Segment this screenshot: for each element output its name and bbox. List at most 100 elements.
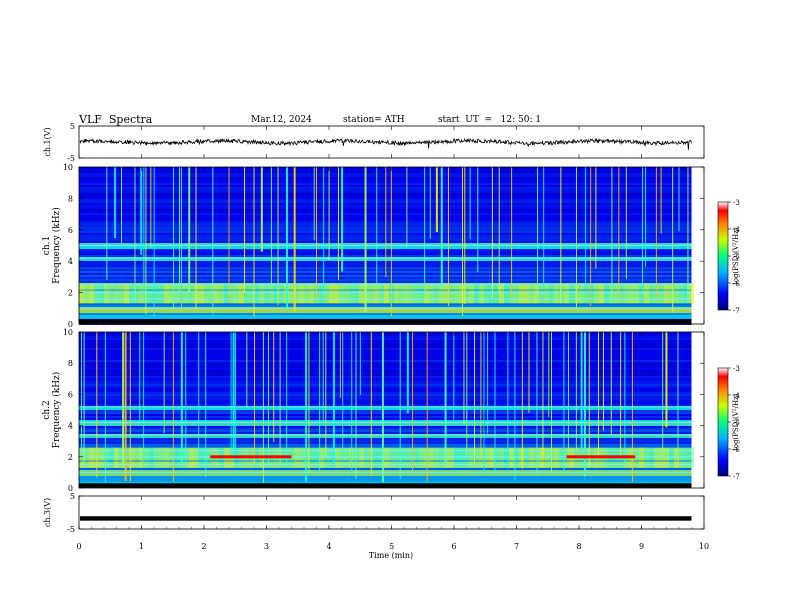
freq-row bbox=[79, 277, 692, 279]
freq-row bbox=[79, 205, 692, 207]
freq-row bbox=[79, 243, 692, 245]
emission-cell bbox=[539, 283, 544, 304]
sferic-line bbox=[537, 167, 539, 298]
freq-row bbox=[79, 408, 692, 410]
freq-row bbox=[79, 476, 692, 478]
emission-cell bbox=[554, 447, 559, 468]
sferic-line bbox=[134, 167, 136, 302]
emission-cell bbox=[149, 283, 154, 304]
x-tick-label: 5 bbox=[389, 542, 394, 551]
freq-row bbox=[79, 410, 692, 412]
emission-cell bbox=[294, 283, 299, 304]
freq-row bbox=[79, 480, 692, 482]
x-tick-label: 1 bbox=[139, 542, 144, 551]
sferic-line bbox=[412, 332, 414, 472]
emission-cell bbox=[449, 447, 454, 468]
emission-cell bbox=[309, 447, 314, 468]
emission-cell bbox=[429, 447, 434, 468]
sferic-line bbox=[563, 332, 565, 471]
emission-cell bbox=[134, 447, 139, 468]
emission-cell bbox=[454, 283, 459, 304]
freq-row bbox=[79, 263, 692, 265]
freq-row bbox=[79, 440, 692, 442]
sferic-line bbox=[139, 332, 141, 421]
ch3-waveform-panel: 5 -5 ch.3(V) bbox=[43, 492, 705, 534]
emission-cell bbox=[114, 447, 119, 468]
emission-cell bbox=[579, 283, 584, 304]
emission-cell bbox=[524, 447, 529, 468]
freq-row bbox=[79, 253, 692, 255]
emission-cell bbox=[114, 283, 119, 304]
freq-row bbox=[79, 386, 692, 388]
emission-cell bbox=[334, 283, 339, 304]
freq-row bbox=[79, 195, 692, 197]
sferic-line bbox=[230, 332, 232, 456]
emission-cell bbox=[104, 447, 109, 468]
freq-row bbox=[79, 420, 692, 422]
emission-cell bbox=[459, 447, 464, 468]
emission-cell bbox=[189, 447, 194, 468]
freq-row bbox=[79, 478, 692, 480]
sferic-line bbox=[583, 332, 586, 477]
ch2-spectrogram-ylabel: ch.2 bbox=[42, 400, 52, 419]
emission-cell bbox=[89, 283, 94, 304]
freq-row bbox=[79, 269, 692, 271]
emission-cell bbox=[474, 283, 479, 304]
sferic-line bbox=[228, 167, 230, 303]
emission-cell bbox=[104, 283, 109, 304]
freq-row bbox=[79, 438, 692, 440]
band-line bbox=[79, 406, 692, 408]
emission-cell bbox=[584, 283, 589, 304]
sferic-line bbox=[399, 332, 401, 479]
emission-cell bbox=[239, 283, 244, 304]
freq-row bbox=[79, 223, 692, 225]
freq-row bbox=[79, 197, 692, 199]
freq-row bbox=[79, 191, 692, 193]
emission-cell bbox=[299, 447, 304, 468]
emission-cell bbox=[649, 447, 654, 468]
ch3-waveform-frame bbox=[78, 495, 705, 530]
emission-cell bbox=[534, 283, 539, 304]
sferic-line bbox=[498, 167, 500, 291]
emission-cell bbox=[654, 447, 659, 468]
sferic-line bbox=[254, 332, 256, 464]
emission-cell bbox=[499, 283, 504, 304]
emission-cell bbox=[99, 283, 104, 304]
sferic-line bbox=[328, 167, 330, 261]
sferic-line bbox=[96, 332, 98, 478]
y-tick-label: 4 bbox=[68, 422, 73, 431]
sferic-line bbox=[494, 332, 496, 473]
emission-cell bbox=[154, 283, 159, 304]
low-freq-strip bbox=[79, 319, 692, 324]
freq-row bbox=[79, 189, 692, 191]
emission-cell bbox=[249, 283, 254, 304]
emission-cell bbox=[414, 283, 419, 304]
sferic-line bbox=[143, 332, 145, 468]
sferic-line bbox=[677, 332, 679, 462]
emission-cell bbox=[434, 447, 439, 468]
freq-row bbox=[79, 185, 692, 187]
sferic-line bbox=[406, 167, 408, 248]
sferic-line bbox=[364, 167, 367, 312]
freq-row bbox=[79, 370, 692, 372]
emission-cell bbox=[144, 283, 149, 304]
emission-cell bbox=[204, 283, 209, 304]
emission-cell bbox=[494, 283, 499, 304]
sferic-line bbox=[575, 332, 577, 451]
emission-cell bbox=[444, 283, 449, 304]
freq-row bbox=[79, 273, 692, 275]
freq-row bbox=[79, 219, 692, 221]
emission-cell bbox=[614, 283, 619, 304]
y-tick-label: 10 bbox=[63, 328, 73, 337]
sferic-line bbox=[483, 332, 485, 474]
band-line bbox=[79, 257, 692, 259]
freq-row bbox=[79, 259, 692, 261]
y-tick-label: -5 bbox=[67, 154, 75, 163]
sferic-line bbox=[339, 332, 341, 399]
sferic-line bbox=[253, 167, 255, 317]
freq-row bbox=[79, 346, 692, 348]
emission-cell bbox=[324, 283, 329, 304]
freq-row bbox=[79, 217, 692, 219]
freq-row bbox=[79, 271, 692, 273]
y-tick-label: 8 bbox=[68, 194, 73, 203]
